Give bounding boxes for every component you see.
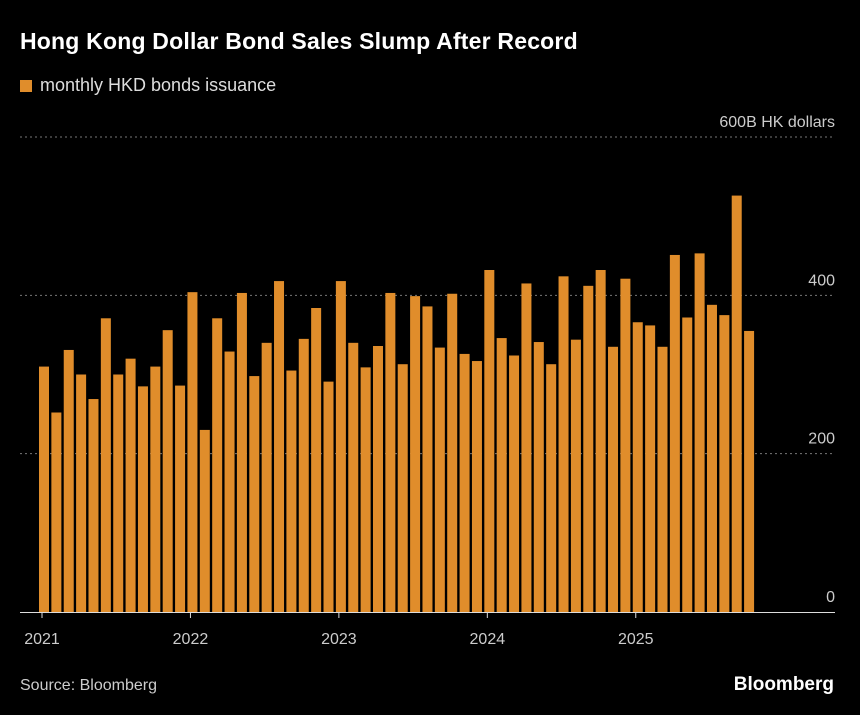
bar	[76, 374, 87, 612]
bar	[274, 281, 285, 612]
bar	[261, 342, 272, 612]
bar	[175, 385, 186, 612]
bar	[496, 338, 507, 612]
bar	[360, 367, 371, 612]
bar	[719, 315, 730, 612]
bar	[546, 364, 557, 612]
bar	[669, 254, 680, 613]
bar	[459, 353, 470, 612]
bar	[286, 370, 297, 612]
bar	[583, 285, 594, 612]
bar	[558, 276, 569, 612]
bar	[620, 278, 631, 612]
y-tick-label: 0	[826, 589, 835, 606]
bar	[397, 364, 408, 612]
bar	[410, 296, 421, 612]
bar	[162, 330, 173, 612]
bar	[100, 318, 111, 612]
y-tick-label: 600B HK dollars	[719, 114, 835, 131]
bar	[51, 412, 62, 612]
bar	[372, 346, 383, 612]
bar	[694, 253, 705, 612]
bar	[199, 429, 210, 612]
x-tick-label: 2024	[470, 631, 506, 648]
bar	[249, 376, 260, 612]
bar	[706, 304, 717, 612]
bar	[298, 338, 309, 612]
bar	[137, 386, 148, 612]
bar	[323, 381, 334, 612]
bar	[533, 342, 544, 612]
bar	[682, 317, 693, 612]
bar	[150, 366, 161, 612]
bar	[422, 306, 433, 612]
x-tick-label: 2023	[321, 631, 357, 648]
bar	[212, 318, 223, 612]
y-tick-label: 400	[808, 272, 835, 289]
bar	[63, 349, 74, 612]
bar	[484, 270, 495, 612]
bar	[39, 366, 49, 612]
x-tick-label: 2021	[24, 631, 60, 648]
y-tick-label: 200	[808, 431, 835, 448]
bar	[509, 355, 520, 612]
x-tick-label: 2022	[173, 631, 209, 648]
bar	[88, 399, 99, 612]
bar	[570, 339, 581, 612]
bar	[311, 308, 322, 612]
bar	[348, 342, 359, 612]
bar	[385, 292, 396, 612]
bar	[434, 347, 445, 612]
bar	[744, 330, 755, 612]
legend-label: monthly HKD bonds issuance	[40, 75, 277, 95]
bar	[236, 292, 247, 612]
source-note: Source: Bloomberg	[20, 677, 157, 694]
bloomberg-logo: Bloomberg	[733, 674, 834, 695]
legend-swatch	[20, 79, 32, 92]
bar	[645, 325, 656, 612]
bar	[113, 374, 124, 612]
bar	[731, 195, 742, 613]
bar	[632, 322, 643, 612]
x-tick-label: 2025	[618, 631, 654, 648]
bar	[595, 270, 606, 612]
bar	[447, 293, 458, 612]
bar	[224, 351, 235, 612]
bar	[608, 346, 619, 612]
chart-title: Hong Kong Dollar Bond Sales Slump After …	[20, 28, 578, 54]
bar	[657, 346, 668, 612]
bar	[335, 281, 346, 612]
bar	[471, 361, 482, 612]
bar	[187, 292, 198, 612]
bar	[125, 358, 136, 612]
bar	[521, 283, 532, 612]
legend: monthly HKD bonds issuance	[20, 75, 276, 96]
